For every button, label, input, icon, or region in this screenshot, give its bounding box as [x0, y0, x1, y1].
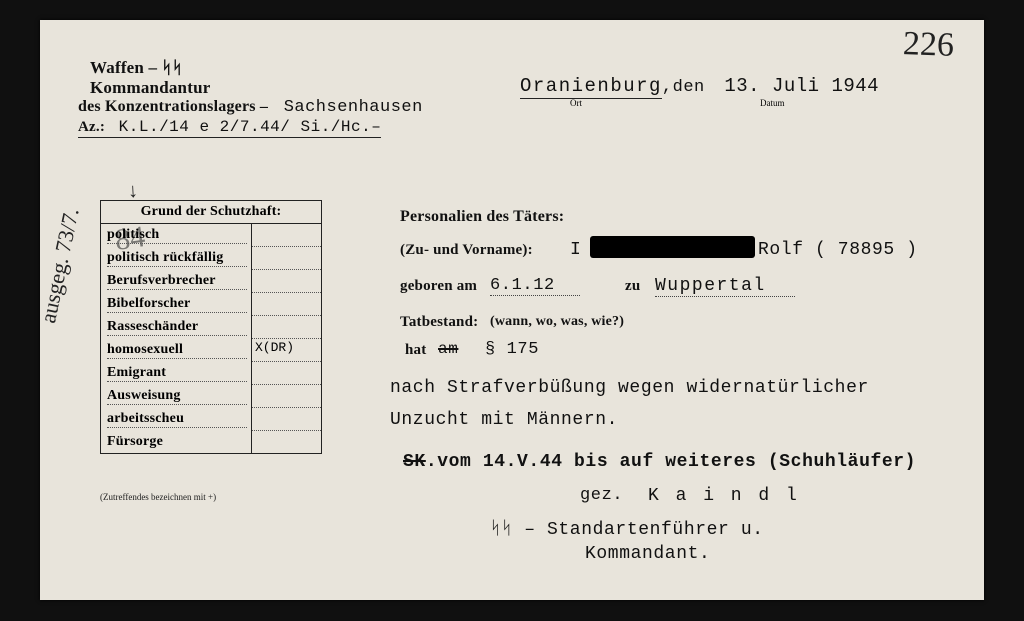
commander-name: K a i n d l — [648, 486, 800, 506]
offense-hint: (wann, wo, was, wie?) — [490, 314, 624, 330]
document-page: 226 Waffen – ᛋᛋ Kommandantur des Konzent… — [40, 20, 984, 600]
detention-row: arbeitsscheu — [101, 408, 321, 431]
born-conn: zu — [625, 278, 640, 295]
header-date-conn: ,den — [662, 78, 705, 97]
rank-line-2: Kommandant. — [585, 544, 710, 564]
sk-strike: SK — [403, 452, 426, 472]
detention-row-label: Rasseschänder — [101, 316, 252, 339]
detention-row-label: Berufsverbrecher — [101, 270, 252, 293]
detention-row-label: Bibelforscher — [101, 293, 252, 316]
detention-row-mark — [252, 224, 321, 247]
detention-row-label: politisch rückfällig — [101, 247, 252, 270]
detention-row-mark — [252, 316, 321, 339]
redaction-surname — [590, 236, 755, 258]
offense-label: Tatbestand: — [400, 314, 478, 331]
offense-line-3: Unzucht mit Männern. — [390, 410, 618, 430]
detention-row: homosexuellX(DR) — [101, 339, 321, 362]
prisoner-number: ( 78895 ) — [815, 240, 918, 260]
offense-1-strike: am — [438, 340, 458, 358]
sk-line: .vom 14.V.44 bis auf weiteres (Schuhläuf… — [426, 452, 916, 472]
detention-row-mark — [252, 431, 321, 453]
name-label: (Zu- und Vorname): — [400, 242, 533, 259]
detention-row: Bibelforscher — [101, 293, 321, 316]
detention-table: Grund der Schutzhaft: politischpolitisch… — [100, 200, 322, 454]
detention-table-title: Grund der Schutzhaft: — [101, 201, 321, 224]
signed-gez: gez. — [580, 486, 623, 505]
detention-row-mark — [252, 270, 321, 293]
personals-header: Personalien des Täters: — [400, 208, 564, 226]
header-org-2: Kommandantur — [90, 78, 210, 98]
offense-paragraph: § 175 — [485, 340, 539, 359]
header-org-3a: des Konzentrationslagers – — [78, 98, 268, 115]
detention-row: Fürsorge — [101, 431, 321, 453]
detention-row: politisch rückfällig — [101, 247, 321, 270]
ref-label: Az.: — [78, 119, 105, 135]
rank-line-1: ᛋᛋ – Standartenführer u. — [490, 520, 764, 540]
ref-value: K.L./14 e 2/7.44/ Si./Hc.– — [119, 118, 382, 136]
margin-note-vertical: ausgeg. 73/7. — [35, 173, 92, 325]
detention-row-mark — [252, 247, 321, 270]
born-date: 6.1.12 — [490, 276, 580, 296]
header-camp: Sachsenhausen — [284, 98, 423, 117]
detention-row-label: arbeitsscheu — [101, 408, 252, 431]
header-place-sub: Ort — [570, 98, 582, 108]
header-date: 13. Juli 1944 — [724, 75, 879, 97]
offense-line-2: nach Strafverbüßung wegen widernatürlich… — [390, 378, 869, 398]
detention-row-mark — [252, 362, 321, 385]
detention-row-label: Fürsorge — [101, 431, 252, 453]
header-date-sub: Datum — [760, 98, 785, 108]
name-initial: I — [570, 240, 581, 260]
detention-row: Emigrant — [101, 362, 321, 385]
detention-row-label: Ausweisung — [101, 385, 252, 408]
detention-row: politisch — [101, 224, 321, 247]
detention-row: Ausweisung — [101, 385, 321, 408]
detention-row-mark — [252, 293, 321, 316]
header-place: Oranienburg — [520, 75, 662, 99]
detention-row-mark — [252, 408, 321, 431]
detention-row: Berufsverbrecher — [101, 270, 321, 293]
name-given: Rolf — [758, 240, 804, 260]
detention-row-label: homosexuell — [101, 339, 252, 362]
born-place: Wuppertal — [655, 276, 795, 297]
detention-row: Rasseschänder — [101, 316, 321, 339]
detention-footnote: (Zutreffendes bezeichnen mit +) — [100, 492, 216, 502]
offense-1-prefix: hat — [405, 342, 426, 359]
header-org-1: Waffen – ᛋᛋ — [90, 58, 182, 78]
detention-row-label: Emigrant — [101, 362, 252, 385]
handwritten-page-number: 226 — [902, 25, 954, 65]
born-label: geboren am — [400, 278, 477, 295]
detention-row-label: politisch — [101, 224, 252, 247]
detention-row-mark — [252, 385, 321, 408]
detention-row-mark: X(DR) — [252, 339, 321, 362]
